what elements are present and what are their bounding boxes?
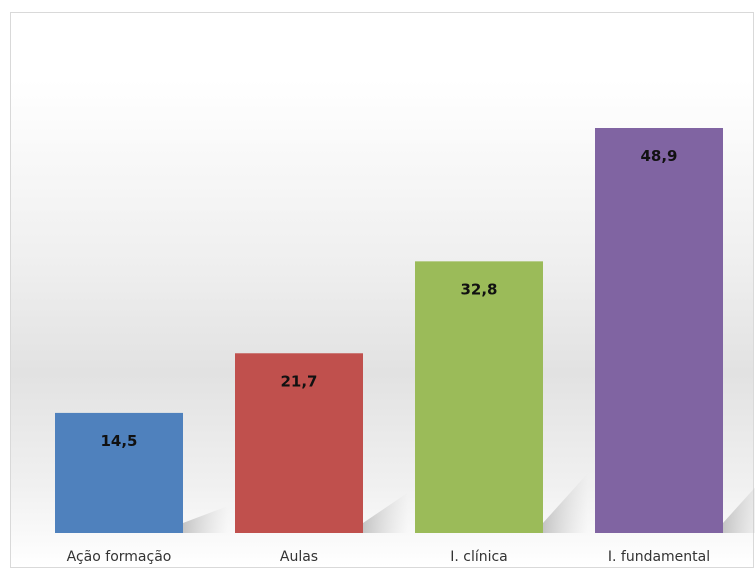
bar-shadow (363, 492, 408, 533)
data-label: 32,8 (460, 280, 497, 298)
bar (595, 128, 723, 533)
data-label: 48,9 (640, 147, 677, 165)
category-label: Aulas (280, 549, 318, 565)
data-label: 21,7 (280, 372, 317, 390)
category-label: Ação formação (67, 549, 172, 565)
bar-shadow (183, 505, 228, 533)
category-label: I. clínica (450, 549, 508, 565)
bar-shadow (723, 487, 755, 533)
data-label: 14,5 (100, 432, 137, 450)
category-label: I. fundamental (608, 549, 710, 565)
bar (55, 412, 183, 533)
bar-shadow (543, 473, 588, 533)
bar (235, 353, 363, 533)
bar (415, 261, 543, 533)
